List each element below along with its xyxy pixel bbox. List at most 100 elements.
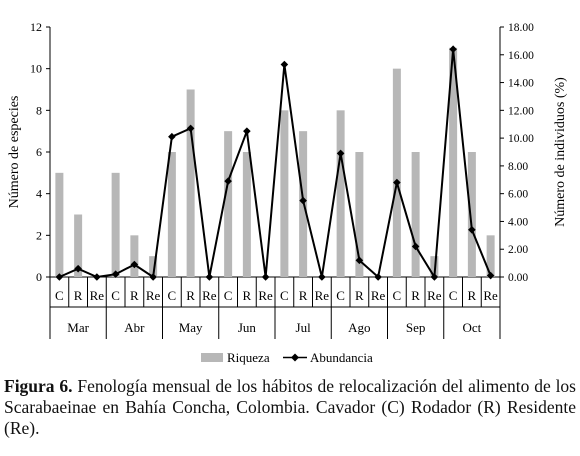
subcategory-label: Re [146,288,161,303]
subcategory-label: R [243,288,252,303]
left-tick-label: 2 [36,228,42,242]
riqueza-bar [336,110,345,277]
left-tick-label: 12 [30,20,42,34]
abundancia-point [280,60,289,69]
subcategory-label: R [355,288,364,303]
riqueza-bar [355,152,364,277]
subcategory-label: Re [258,288,273,303]
subcategory-label: R [186,288,195,303]
riqueza-bar [392,68,401,278]
abundancia-point [468,225,476,234]
riqueza-bar [242,152,251,277]
right-tick-label: 0.00 [508,272,528,284]
subcategory-label: R [468,288,477,303]
right-tick-label: 16.00 [508,50,534,62]
left-axis-ticks: 0 2 4 6 8 10 12 [30,20,50,284]
month-label: Ago [348,320,370,335]
month-label: Oct [462,320,481,335]
riqueza-bar [486,235,495,277]
riqueza-bar [111,172,120,277]
abundancia-point [168,132,176,141]
right-tick-label: 18.00 [508,22,534,34]
riqueza-bar [467,152,476,277]
right-tick-label: 4.00 [508,216,528,228]
subcategory-label: C [280,288,289,303]
left-tick-label: 10 [30,62,42,76]
month-label: May [179,320,203,335]
legend-abundancia-marker [291,353,299,362]
riqueza-bar [411,152,420,277]
abundancia-point [393,178,401,187]
subcategory-label: Re [427,288,442,303]
legend-riqueza-swatch [201,353,223,362]
right-tick-label: 6.00 [508,189,528,201]
abundancia-point [186,124,195,133]
left-tick-label: 4 [36,187,42,201]
legend-riqueza-label: Riqueza [227,350,270,365]
abundancia-point [411,242,420,251]
subcategory-label: R [299,288,308,303]
abundancia-point [224,177,232,185]
abundancia-point [130,260,139,269]
month-label: Abr [124,320,145,335]
left-tick-label: 8 [36,103,42,117]
riqueza-bar [280,110,289,277]
riqueza-bar [224,131,233,277]
riqueza-bar [449,47,458,278]
right-tick-label: 14.00 [508,78,534,90]
subcategory-label: C [168,288,177,303]
abundancia-point [449,45,457,54]
abundancia-point [318,273,326,281]
right-tick-label: 12.00 [508,105,534,117]
abundancia-point [74,264,82,273]
riqueza-bar [186,89,195,277]
abundancia-series-line [58,49,492,281]
subcategory-label: C [449,288,458,303]
subcategory-label: C [224,288,233,303]
riqueza-bar [149,256,158,277]
subcategory-label: C [55,288,64,303]
caption-label: Figura 6. [4,376,73,396]
subcategory-label: Re [315,288,330,303]
subcategory-label: C [336,288,345,303]
riqueza-bar [167,152,176,277]
abundancia-point [243,127,251,135]
right-axis-ticks: 0.00 2.00 4.00 6.00 8.00 10.00 12.00 14.00 16.00… [500,22,534,284]
left-tick-label: 0 [36,270,42,284]
right-axis-label: Número de individuos (%) [553,77,568,227]
left-tick-label: 6 [36,145,42,159]
legend: Riqueza Abundancia [201,350,373,365]
abundancia-point [93,273,101,281]
abundancia-point [205,273,214,281]
abundancia-point [261,273,270,281]
subcategory-label: C [111,288,120,303]
abundancia-point [336,149,345,158]
left-axis-label: Número de especies [7,96,22,209]
right-tick-label: 10.00 [508,133,534,145]
legend-abundancia-label: Abundancia [310,350,373,365]
abundancia-point [374,273,382,281]
abundancia-point [111,270,120,279]
caption-text: Fenología mensual de los hábitos de relo… [4,376,576,438]
subcategory-label: R [411,288,420,303]
abundancia-point [355,256,364,265]
subcategory-label: Re [483,288,498,303]
subcategory-label: R [130,288,139,303]
month-label: Mar [67,320,89,335]
month-label: Jul [296,320,312,335]
subcategory-label: C [393,288,402,303]
abundancia-point [55,273,64,281]
riqueza-bar [130,235,139,277]
figure-caption: Figura 6. Fenología mensual de los hábit… [4,376,576,439]
riqueza-bar [55,172,64,277]
abundancia-point [149,273,157,281]
subcategory-label: R [74,288,83,303]
riqueza-bar [74,214,83,277]
subcategory-label: Re [371,288,386,303]
abundancia-point [486,271,495,280]
right-tick-label: 2.00 [508,244,528,256]
subcategory-label: Re [202,288,217,303]
abundancia-point [430,273,439,281]
